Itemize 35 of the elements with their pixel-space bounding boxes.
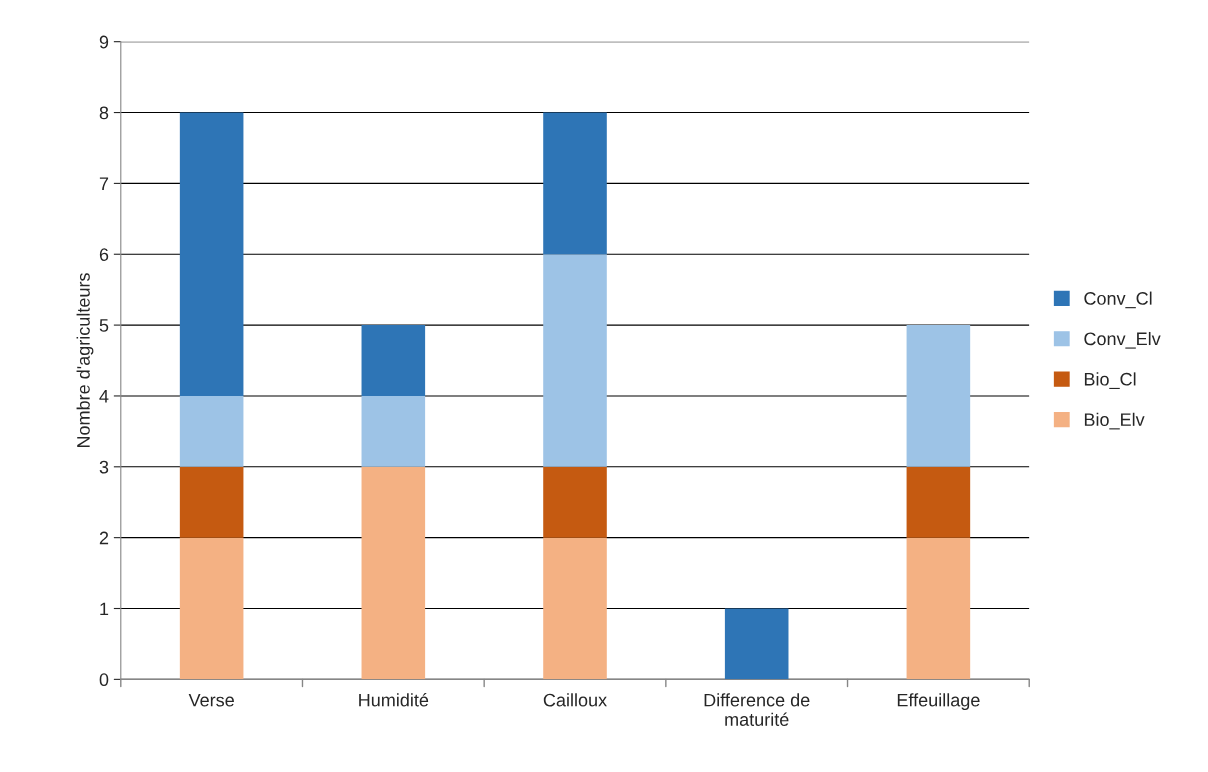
y-axis-title: Nombre d'agriculteurs	[76, 273, 94, 448]
bar	[906, 537, 971, 680]
bar	[543, 537, 607, 680]
y-tick-label: 4	[99, 390, 109, 403]
bar	[361, 395, 426, 467]
x-tick-label: Cailloux	[543, 693, 607, 707]
x-tick-label: Difference de maturité	[704, 693, 810, 726]
bar	[361, 466, 426, 680]
legend-label: Conv_Cl	[1084, 291, 1152, 309]
bar	[179, 537, 244, 680]
y-tick-label: 2	[99, 531, 109, 545]
y-tick-label: 0	[99, 673, 109, 687]
bar	[179, 112, 244, 396]
y-tick-label: 3	[99, 460, 109, 474]
bar	[361, 325, 426, 396]
bar	[543, 254, 607, 467]
y-tick-label: 5	[99, 319, 109, 332]
legend-label: Bio_Cl	[1084, 372, 1136, 390]
x-tick-label: Humidité	[359, 693, 429, 707]
bar	[179, 395, 244, 467]
bar	[724, 608, 789, 680]
y-tick-label: 7	[99, 177, 109, 190]
bar	[179, 466, 244, 538]
y-tick-label: 6	[99, 248, 109, 261]
y-tick-label: 8	[99, 106, 109, 120]
bar	[543, 466, 607, 538]
legend-label: Conv_Elv	[1084, 331, 1161, 349]
x-tick-label: Effeuillage	[897, 693, 980, 711]
x-tick-label: Verse	[188, 693, 234, 707]
y-tick-label: 9	[99, 35, 109, 49]
bar	[906, 466, 971, 538]
bar	[543, 112, 607, 255]
y-tick-label: 1	[100, 602, 109, 616]
bar	[906, 325, 971, 467]
legend-label: Bio_Elv	[1084, 412, 1145, 430]
